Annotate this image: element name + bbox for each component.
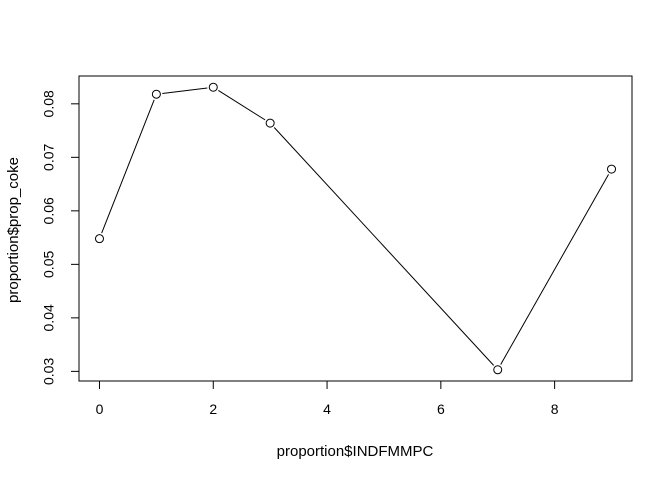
y-tick-label: 0.05 (41, 251, 57, 278)
data-point (265, 118, 275, 128)
x-tick-label: 4 (323, 401, 331, 417)
x-axis: 0 2 4 6 8 (96, 380, 559, 417)
data-point (607, 164, 617, 174)
y-tick-label: 0.06 (41, 197, 57, 224)
series-line-segment (273, 127, 495, 366)
data-point (493, 365, 503, 375)
y-tick-label: 0.08 (41, 90, 57, 117)
x-axis-title: proportion$INDFMMPC (277, 443, 434, 460)
data-point (151, 89, 161, 99)
y-axis: 0.03 0.04 0.05 0.06 0.07 0.08 (41, 90, 80, 385)
x-tick-label: 8 (551, 401, 559, 417)
data-point (208, 82, 218, 92)
series-line-segment (500, 174, 609, 365)
x-tick-label: 2 (209, 401, 217, 417)
x-tick-label: 6 (437, 401, 445, 417)
series-line-segment (101, 99, 155, 234)
y-tick-label: 0.07 (41, 143, 57, 170)
series-line-segment (218, 90, 266, 121)
series-line-segment (162, 87, 208, 94)
y-axis-title: proportion$prop_coke (5, 157, 22, 303)
x-tick-label: 0 (96, 401, 104, 417)
y-tick-label: 0.03 (41, 358, 57, 385)
series-point-group (94, 82, 617, 375)
series-line-group (101, 87, 609, 366)
y-tick-label: 0.04 (41, 304, 57, 331)
data-point (94, 234, 104, 244)
